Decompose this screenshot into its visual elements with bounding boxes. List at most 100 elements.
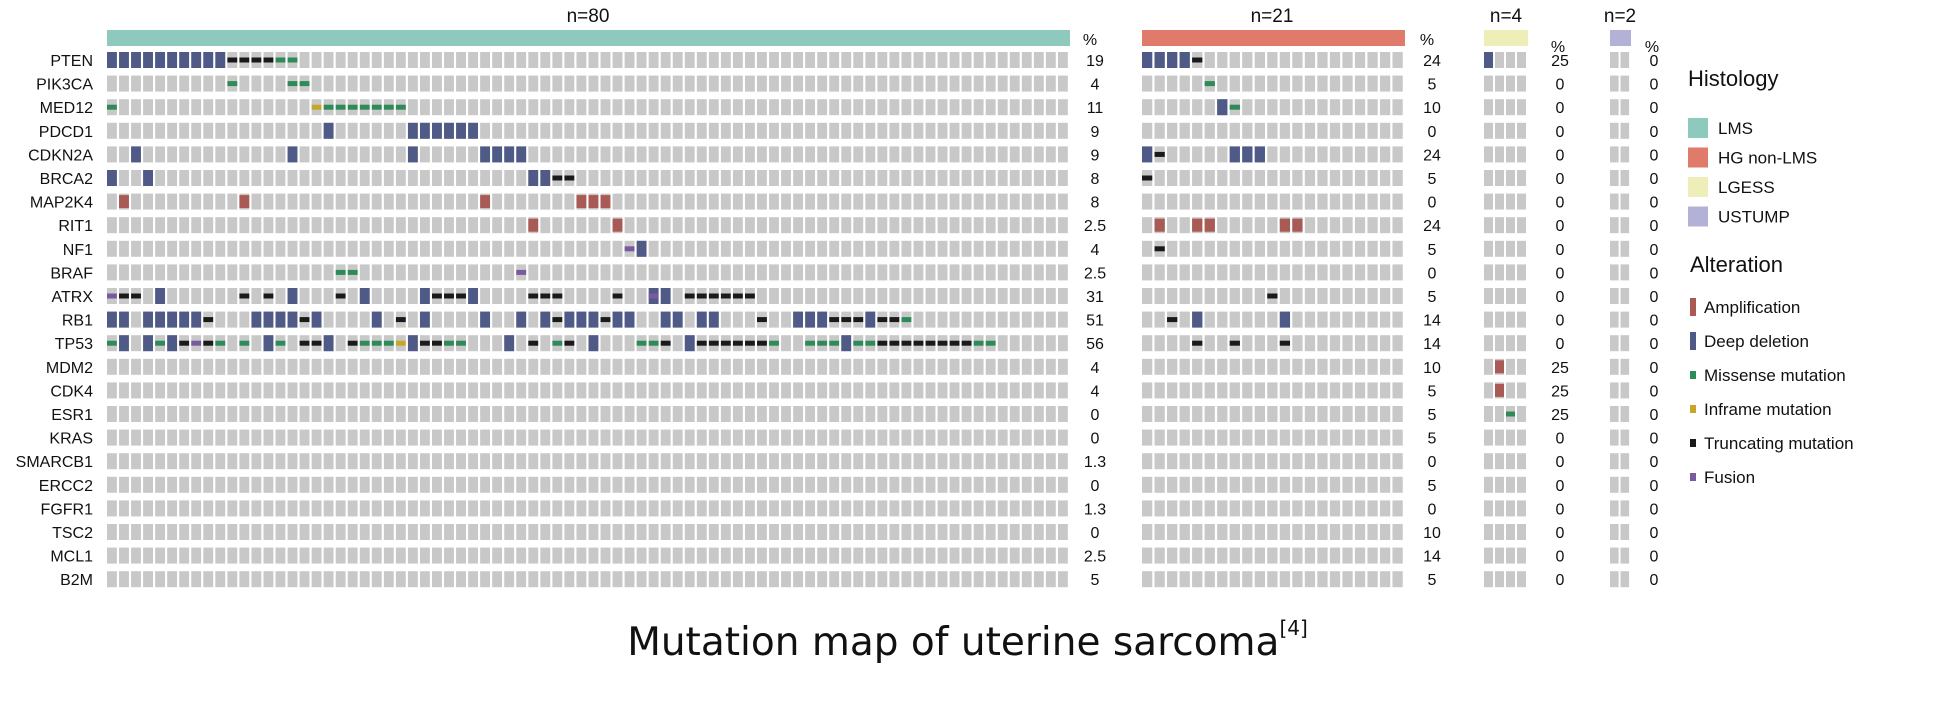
empty-cell [564, 500, 575, 517]
empty-cell [708, 52, 719, 68]
empty-cell [865, 524, 876, 540]
empty-cell [1392, 406, 1403, 422]
empty-cell [648, 264, 659, 281]
empty-cell [203, 382, 214, 399]
gene-label-b2m: B2M [60, 572, 93, 589]
empty-cell [1254, 358, 1265, 375]
histology-bar-1 [1142, 30, 1405, 46]
empty-cell [347, 288, 358, 304]
empty-cell [684, 547, 695, 564]
empty-cell [1254, 476, 1265, 493]
empty-cell [492, 288, 503, 304]
empty-cell [552, 382, 563, 399]
empty-cell [648, 75, 659, 92]
alteration-mark-m [444, 340, 454, 346]
alteration-mark-t [708, 340, 719, 346]
empty-cell [251, 429, 262, 446]
empty-cell [865, 358, 876, 375]
empty-cell [251, 193, 262, 210]
percent-value: 5 [1428, 478, 1437, 495]
empty-cell [516, 382, 527, 399]
empty-cell [588, 52, 599, 68]
percent-value: 24 [1423, 53, 1441, 70]
empty-cell [1154, 193, 1165, 210]
empty-cell [913, 500, 924, 517]
empty-cell [961, 524, 972, 540]
empty-cell [383, 429, 394, 446]
empty-cell [1506, 311, 1516, 328]
empty-cell [805, 193, 816, 210]
empty-cell [227, 288, 238, 304]
empty-cell [131, 311, 141, 328]
empty-cell [997, 406, 1008, 422]
empty-cell [1610, 264, 1619, 281]
empty-cell [732, 571, 743, 588]
empty-cell [817, 500, 828, 517]
legend-histology-title: Histology [1688, 66, 1778, 91]
empty-cell [1179, 382, 1190, 399]
empty-cell [395, 500, 406, 517]
alteration-mark-a [1192, 218, 1203, 232]
empty-cell [973, 524, 984, 540]
empty-cell [335, 170, 346, 186]
empty-cell [311, 264, 322, 281]
alteration-mark-d [1217, 99, 1228, 116]
empty-cell [817, 240, 828, 257]
empty-cell [997, 476, 1008, 493]
empty-cell [1267, 52, 1278, 68]
empty-cell [432, 500, 442, 517]
empty-cell [1304, 122, 1316, 139]
empty-cell [311, 75, 322, 92]
empty-cell [480, 358, 491, 375]
empty-cell [167, 288, 178, 304]
empty-cell [203, 358, 214, 375]
empty-cell [624, 335, 635, 352]
empty-cell [877, 75, 888, 92]
empty-cell [167, 240, 178, 257]
empty-cell [167, 264, 178, 281]
empty-cell [1167, 571, 1178, 588]
empty-cell [552, 429, 563, 446]
empty-cell [1506, 335, 1516, 352]
empty-cell [1329, 52, 1341, 68]
empty-cell [215, 240, 226, 257]
empty-cell [817, 75, 828, 92]
alteration-mark-d [287, 311, 298, 328]
empty-cell [636, 52, 647, 68]
empty-cell [1379, 193, 1391, 210]
empty-cell [564, 571, 575, 588]
empty-cell [1495, 288, 1505, 304]
empty-cell [119, 170, 129, 186]
empty-cell [1267, 453, 1278, 470]
empty-cell [143, 75, 153, 92]
empty-cell [1379, 476, 1391, 493]
empty-cell [985, 406, 996, 422]
empty-cell [805, 240, 816, 257]
empty-cell [1033, 193, 1044, 210]
group-title-0: n=80 [567, 6, 610, 27]
empty-cell [1179, 524, 1190, 540]
empty-cell [371, 122, 382, 139]
empty-cell [1021, 288, 1032, 304]
alteration-mark-m [107, 340, 117, 346]
empty-cell [877, 240, 888, 257]
empty-cell [155, 429, 166, 446]
empty-cell [1379, 99, 1391, 116]
empty-cell [407, 75, 418, 92]
empty-cell [1392, 311, 1403, 328]
empty-cell [263, 500, 274, 517]
empty-cell [769, 311, 779, 328]
empty-cell [251, 524, 262, 540]
empty-cell [1242, 240, 1253, 257]
empty-cell [1009, 335, 1020, 352]
empty-cell [299, 122, 310, 139]
empty-cell [829, 99, 840, 116]
empty-cell [588, 429, 599, 446]
empty-cell [335, 217, 346, 234]
percent-header-1: % [1420, 32, 1434, 49]
empty-cell [576, 288, 587, 304]
empty-cell [648, 52, 659, 68]
empty-cell [203, 193, 214, 210]
empty-cell [1021, 335, 1032, 352]
empty-cell [564, 476, 575, 493]
